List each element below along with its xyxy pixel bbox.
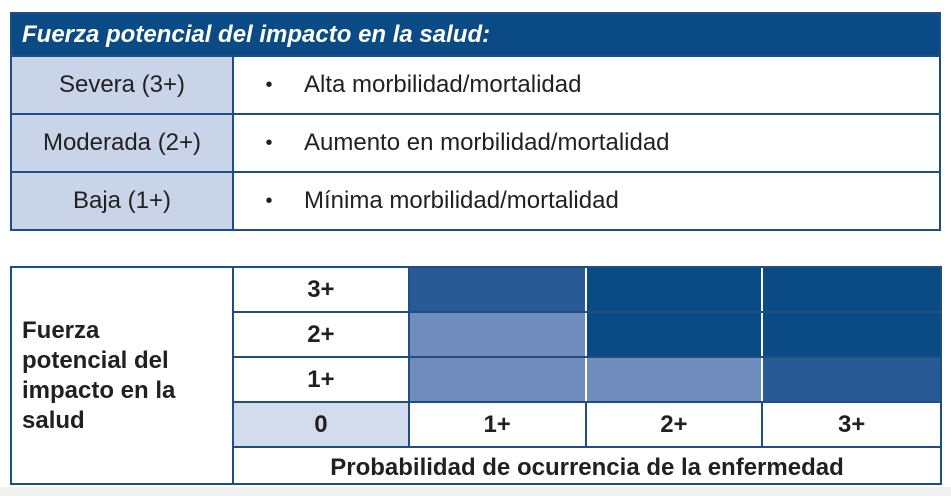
matrix-color-cell (763, 358, 940, 401)
severity-label: Severa (3+) (12, 57, 234, 113)
matrix-row: 2+ (234, 313, 940, 358)
severity-label: Baja (1+) (12, 173, 234, 229)
matrix-color-cell (409, 268, 587, 311)
matrix-row: 3+ (234, 268, 940, 313)
description-text: Mínima morbilidad/mortalidad (304, 187, 619, 214)
matrix-color-cell (586, 268, 764, 311)
probability-axis-label: Probabilidad de ocurrencia de la enferme… (330, 454, 844, 481)
probability-level-cell: 3+ (763, 403, 940, 446)
matrix-row: 1+ (234, 358, 940, 403)
matrix-color-cell (763, 268, 940, 311)
matrix-color-cell (409, 313, 587, 356)
description-text: Alta morbilidad/mortalidad (304, 71, 582, 98)
matrix-color-cell (586, 313, 764, 356)
risk-matrix: Fuerza potencial del impacto en la salud… (10, 266, 942, 485)
side-label-line: impacto en la (22, 376, 176, 404)
impact-strength-table: Fuerza potencial del impacto en la salud… (10, 12, 941, 231)
severity-label: Moderada (2+) (12, 115, 234, 171)
impact-level-cell: 3+ (234, 268, 410, 311)
probability-level-cell: 2+ (586, 403, 764, 446)
description-text: Aumento en morbilidad/mortalidad (304, 129, 670, 156)
table-row: Baja (1+) • Mínima morbilidad/mortalidad (12, 171, 939, 229)
bullet-icon: • (265, 131, 273, 154)
impact-level-cell: 2+ (234, 313, 410, 356)
matrix-color-cell (409, 358, 587, 401)
side-label-line: Fuerza (22, 316, 100, 344)
bullet-icon: • (265, 189, 273, 212)
matrix-side-label: Fuerza potencial del impacto en la salud (12, 268, 234, 483)
side-label-line: salud (22, 406, 85, 434)
table-row: Severa (3+) • Alta morbilidad/mortalidad (12, 55, 939, 113)
probability-axis-row: 0 1+ 2+ 3+ (234, 403, 940, 448)
impact-level-cell: 1+ (234, 358, 410, 401)
matrix-color-cell (763, 313, 940, 356)
severity-description: • Mínima morbilidad/mortalidad (234, 173, 939, 229)
severity-description: • Aumento en morbilidad/mortalidad (234, 115, 939, 171)
matrix-color-cell (586, 358, 764, 401)
impact-table-header: Fuerza potencial del impacto en la salud… (12, 14, 939, 55)
bullet-icon: • (265, 73, 273, 96)
page-bottom-edge (0, 487, 951, 496)
matrix-grid: 3+ 2+ 1+ 0 1+ 2+ 3+ Probabilidad de ocur… (234, 268, 940, 488)
table-row: Moderada (2+) • Aumento en morbilidad/mo… (12, 113, 939, 171)
zero-cell: 0 (234, 403, 410, 446)
side-label-line: potencial del (22, 346, 169, 374)
probability-level-cell: 1+ (409, 403, 587, 446)
severity-description: • Alta morbilidad/mortalidad (234, 57, 939, 113)
